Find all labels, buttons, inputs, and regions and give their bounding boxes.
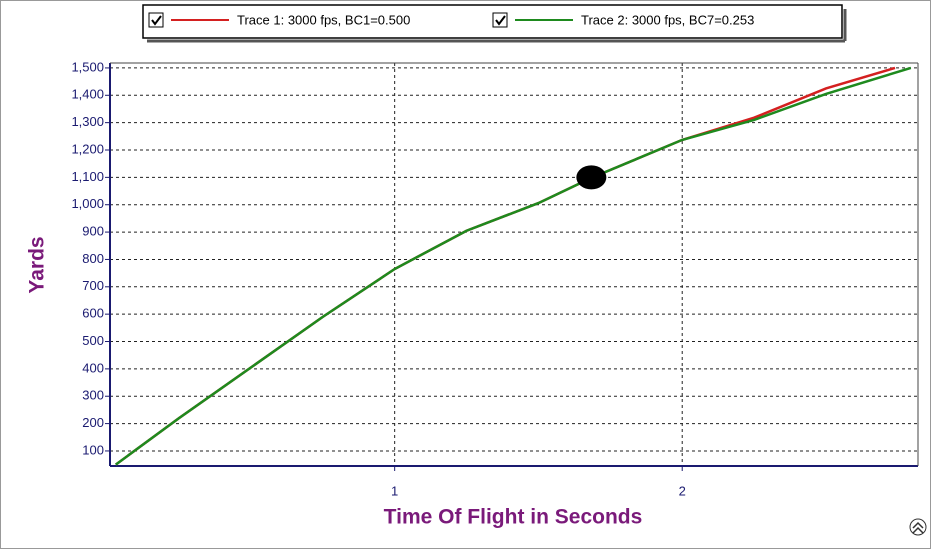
- scroll-up-icon[interactable]: [909, 518, 927, 536]
- legend-label: Trace 2: 3000 fps, BC7=0.253: [581, 12, 754, 27]
- y-tick-label: 800: [82, 251, 104, 266]
- y-tick-label: 1,500: [71, 59, 104, 74]
- y-tick-label: 300: [82, 388, 104, 403]
- x-tick-label: 2: [679, 483, 686, 498]
- y-tick-label: 400: [82, 360, 104, 375]
- y-tick-label: 1,400: [71, 87, 104, 102]
- checkmark: [495, 15, 506, 26]
- y-tick-label: 500: [82, 333, 104, 348]
- y-tick-label: 1,200: [71, 141, 104, 156]
- checkmark: [151, 15, 162, 26]
- legend-label: Trace 1: 3000 fps, BC1=0.500: [237, 12, 410, 27]
- y-tick-label: 1,300: [71, 114, 104, 129]
- y-axis-title: Yards: [26, 236, 49, 293]
- y-tick-label: 600: [82, 306, 104, 321]
- y-tick-label: 1,000: [71, 196, 104, 211]
- legend: Trace 1: 3000 fps, BC1=0.500 Trace 2: 300…: [142, 4, 847, 43]
- legend-checkbox[interactable]: [148, 12, 164, 28]
- y-tick-label: 1,100: [71, 169, 104, 184]
- plot-area: [110, 63, 918, 466]
- y-tick-label: 100: [82, 442, 104, 457]
- y-tick-label: 900: [82, 224, 104, 239]
- y-tick-label: 200: [82, 415, 104, 430]
- y-tick-label: 700: [82, 278, 104, 293]
- trace-line: [115, 66, 912, 466]
- x-tick-label: 1: [391, 483, 398, 498]
- x-axis-title: Time Of Flight in Seconds: [384, 506, 643, 529]
- legend-checkbox[interactable]: [492, 12, 508, 28]
- highlight-point: [576, 165, 607, 190]
